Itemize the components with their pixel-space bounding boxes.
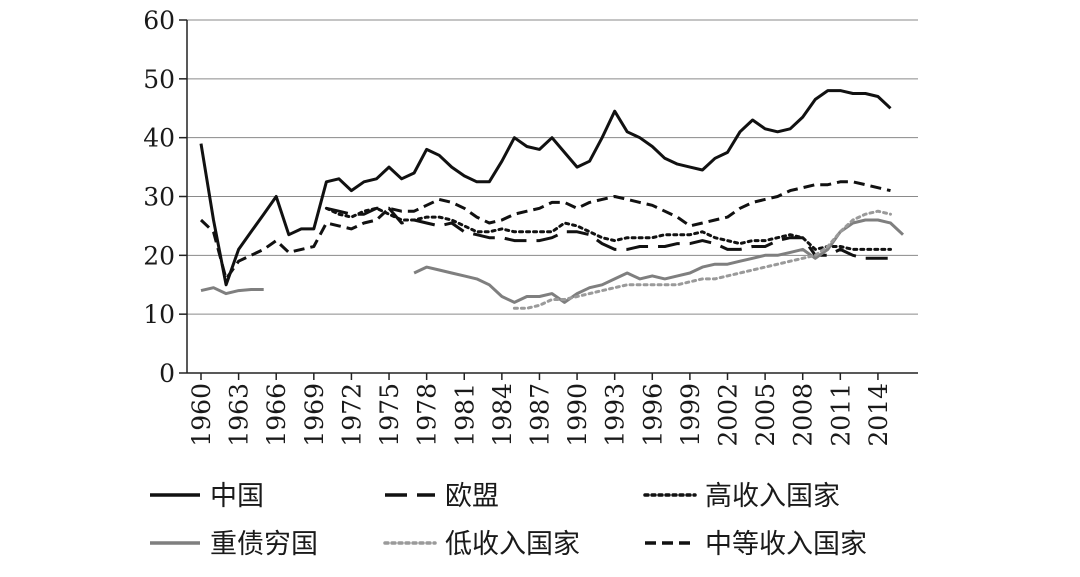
y-tick-label: 0	[159, 359, 175, 388]
x-tick-label: 1960	[187, 383, 216, 447]
series-line-0	[199, 89, 892, 287]
x-tick-label: 2008	[789, 383, 818, 447]
x-tick-label: 1966	[262, 383, 291, 447]
x-tick-label: 1996	[638, 383, 667, 447]
legend-label: 欧盟	[445, 481, 499, 512]
series-line-5	[199, 180, 891, 281]
series-line-3	[413, 218, 905, 304]
x-tick-label: 2002	[714, 383, 743, 447]
x-tick-label: 2014	[864, 383, 893, 447]
x-tick-label: 1990	[563, 383, 592, 447]
y-tick-label: 20	[143, 241, 175, 270]
y-tick-labels: 0 10 20 30 40 50 60	[143, 6, 187, 388]
x-tick-label: 1963	[225, 383, 254, 447]
legend-label: 高收入国家	[705, 481, 840, 512]
y-tick-label: 60	[143, 6, 175, 35]
x-tick-label: 1981	[450, 383, 479, 447]
grid-lines	[187, 19, 918, 315]
x-tick-label: 1993	[601, 383, 630, 447]
x-tick-label: 1972	[337, 383, 366, 447]
series-line-2	[324, 206, 892, 251]
y-tick-label: 40	[143, 124, 175, 153]
x-tick-label: 1969	[300, 383, 329, 447]
x-tick-label: 1978	[413, 383, 442, 447]
series-line-3	[200, 286, 264, 296]
x-tick-label: 1999	[676, 383, 705, 447]
x-tick-labels: 1960 1963 1966 1969 1972 1975 1978 1981 1984 1987…	[187, 373, 893, 447]
legend-label: 中等收入国家	[705, 529, 867, 560]
x-tick-label: 2011	[826, 383, 855, 447]
legend-label: 低收入国家	[445, 529, 580, 560]
y-tick-label: 10	[143, 300, 175, 329]
legend-label: 重债穷国	[210, 529, 318, 560]
series-line-4	[512, 209, 892, 310]
y-tick-label: 50	[143, 65, 175, 94]
x-tick-label: 2005	[751, 383, 780, 447]
series-lines	[199, 89, 905, 310]
y-tick-label: 30	[143, 183, 175, 212]
x-tick-label: 1987	[525, 383, 554, 447]
x-tick-label: 1984	[488, 383, 517, 447]
legend-label: 中国	[210, 481, 264, 512]
x-tick-label: 1975	[375, 383, 404, 447]
